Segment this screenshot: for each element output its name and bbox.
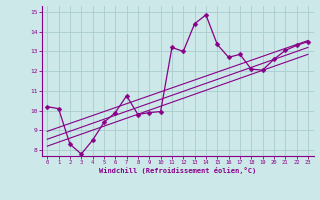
X-axis label: Windchill (Refroidissement éolien,°C): Windchill (Refroidissement éolien,°C) xyxy=(99,167,256,174)
